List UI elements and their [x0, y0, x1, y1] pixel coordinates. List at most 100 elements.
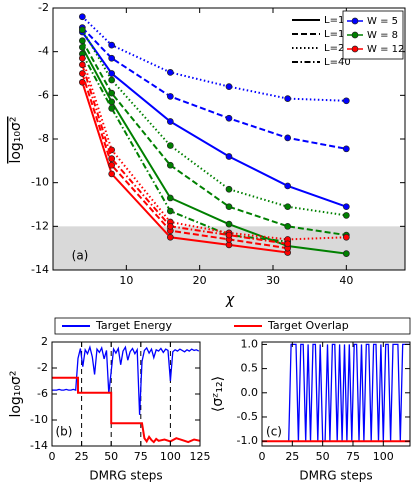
data-point [166, 194, 174, 202]
x-axis-label: DMRG steps [299, 469, 372, 483]
y-tick-label: -14 [30, 439, 48, 452]
y-axis-label: log₁₀σ² [8, 116, 24, 163]
data-point [225, 203, 233, 211]
legend-label: Target Energy [95, 319, 173, 332]
legend-marker [351, 31, 359, 39]
data-point [342, 250, 350, 257]
x-tick-label: 50 [104, 450, 118, 463]
y-tick-label: -6 [38, 88, 49, 101]
data-point [166, 69, 174, 76]
panel-label: (b) [56, 425, 73, 439]
data-line [81, 57, 347, 241]
data-point [78, 54, 86, 62]
x-tick-label: 50 [316, 450, 330, 463]
data-point [225, 83, 233, 90]
data-point [284, 222, 292, 230]
x-tick-label: 10 [119, 274, 133, 287]
data-point [166, 233, 174, 241]
x-axis-label: DMRG steps [89, 469, 162, 483]
data-point [225, 114, 233, 122]
y-tick-label: -0.5 [237, 410, 258, 423]
legend-label: L=18 [324, 29, 351, 40]
x-tick-label: 0 [49, 450, 56, 463]
data-point [108, 41, 116, 49]
data-line [81, 31, 347, 208]
data-point [108, 54, 116, 62]
x-axis-label: χ [225, 292, 235, 308]
data-point [342, 97, 350, 105]
x-tick-label: 75 [134, 450, 148, 463]
y-tick-label: -12 [31, 219, 49, 232]
y-tick-label: 0.0 [241, 386, 259, 399]
data-point [225, 231, 233, 239]
data-point [342, 145, 350, 153]
data-line [262, 343, 410, 442]
data-line [81, 29, 347, 217]
data-line [81, 27, 347, 150]
data-point [342, 212, 350, 219]
legend-label: L=40 [324, 57, 351, 68]
legend-label: W = 8 [367, 30, 398, 41]
legend-label: L=24 [324, 43, 351, 54]
data-point [108, 98, 116, 106]
data-point [284, 182, 292, 190]
data-point [78, 13, 86, 21]
data-point [166, 93, 174, 100]
y-tick-label: -10 [30, 413, 48, 426]
x-tick-label: 100 [160, 450, 181, 463]
panel-label: (c) [266, 425, 282, 439]
data-point [166, 207, 174, 215]
x-tick-label: 75 [346, 450, 360, 463]
x-tick-label: 20 [193, 274, 207, 287]
y-axis-label: log₁₀σ² [8, 370, 24, 417]
data-point [108, 170, 116, 178]
data-point [225, 153, 233, 160]
data-line [81, 40, 347, 237]
plot-frame [51, 341, 201, 447]
data-line [52, 376, 201, 444]
y-tick-label: 1.0 [241, 337, 259, 350]
data-point [108, 70, 116, 77]
y-tick-label: -6 [37, 387, 48, 400]
data-point [225, 185, 233, 193]
data-line [81, 15, 347, 102]
data-point [108, 105, 116, 112]
data-line [52, 344, 200, 415]
y-tick-label: -14 [31, 263, 49, 276]
data-point [78, 37, 86, 45]
x-tick-label: 25 [285, 450, 299, 463]
data-point [166, 161, 174, 169]
data-point [284, 240, 292, 248]
data-point [108, 76, 116, 84]
data-point [78, 78, 86, 86]
data-point [166, 222, 174, 230]
x-tick-label: 125 [190, 450, 211, 463]
y-tick-label: -10 [31, 176, 49, 189]
data-point [108, 89, 116, 97]
data-line [81, 46, 347, 255]
x-tick-label: 0 [259, 450, 266, 463]
data-point [225, 241, 233, 249]
data-point [78, 61, 86, 69]
x-tick-label: 30 [266, 274, 280, 287]
x-tick-label: 40 [339, 274, 353, 287]
data-point [284, 203, 292, 211]
data-point [342, 233, 350, 241]
data-point [166, 142, 174, 149]
data-point [78, 26, 86, 34]
y-tick-label: 0.5 [241, 362, 259, 375]
data-point [225, 220, 233, 228]
panel-label: (a) [72, 249, 89, 263]
x-tick-label: 100 [373, 450, 394, 463]
legend-box [54, 317, 411, 335]
y-axis-label: ⟨σᶻ₁₂⟩ [210, 376, 226, 412]
data-point [108, 161, 116, 169]
legend-marker [351, 45, 359, 53]
y-tick-label: -8 [38, 132, 49, 145]
legend-label: Target Overlap [267, 319, 349, 332]
data-point [342, 203, 350, 211]
data-point [108, 155, 116, 162]
y-tick-label: -1.0 [237, 434, 258, 447]
y-tick-label: -2 [37, 361, 48, 374]
